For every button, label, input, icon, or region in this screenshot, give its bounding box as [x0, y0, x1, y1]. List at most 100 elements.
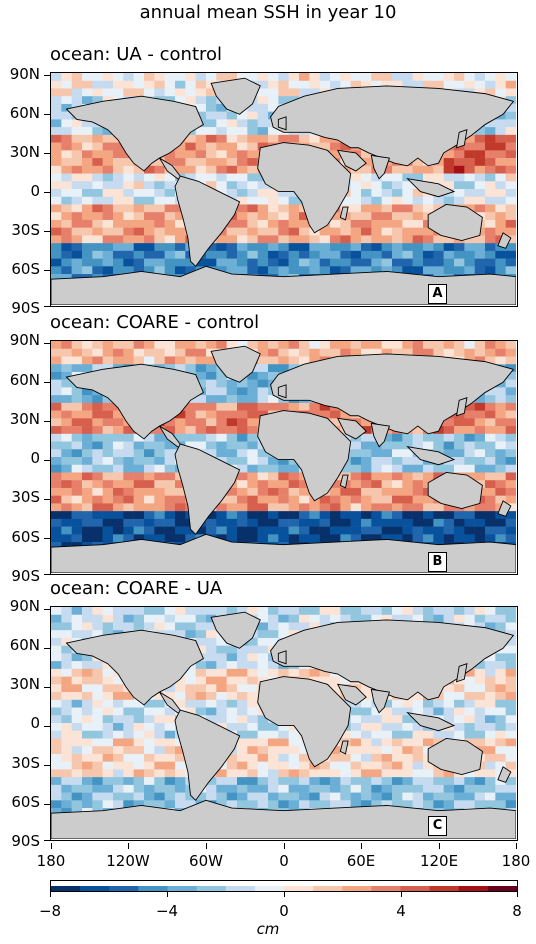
y-tick-label: 60N [9, 636, 40, 654]
landmass [428, 738, 482, 774]
landmass [338, 150, 366, 171]
landmass [258, 143, 351, 233]
landmass [457, 398, 467, 416]
landmass [408, 713, 455, 731]
y-tick-label: 30N [9, 675, 40, 693]
landmass [498, 767, 511, 782]
colorbar-swatch [458, 886, 489, 891]
landmass [340, 207, 348, 220]
colorbar-swatch [284, 886, 314, 891]
landmass [175, 710, 240, 800]
colorbar-swatch [429, 886, 460, 891]
land-mask [51, 78, 516, 305]
y-tick-label: 90S [11, 567, 40, 585]
x-tick-label: 0 [279, 852, 289, 870]
colorbar-tick-label: −4 [155, 902, 179, 920]
colorbar-swatch [138, 886, 169, 891]
y-tick-label: 60S [11, 260, 40, 278]
y-tick-label: 60N [9, 104, 40, 122]
landmass [51, 266, 516, 305]
landmass [278, 117, 286, 130]
landmass [428, 472, 482, 508]
landmass [371, 155, 389, 178]
landmass [408, 447, 455, 465]
y-tick-label: 30S [11, 221, 40, 239]
landmass [211, 346, 260, 382]
figure-title: annual mean SSH in year 10 [139, 2, 397, 23]
y-tick-label: 90S [11, 832, 40, 850]
y-tick-label: 90S [11, 299, 40, 317]
x-tick-label: 120W [106, 852, 150, 870]
x-tick-label: 60W [189, 852, 223, 870]
landmass [498, 501, 511, 516]
landmass [338, 418, 366, 439]
y-tick-label: 90N [9, 331, 40, 349]
colorbar-swatch [167, 886, 198, 891]
x-tick-label: 180 [36, 852, 66, 870]
colorbar-tick-label: 8 [512, 902, 522, 920]
landmass [258, 411, 351, 501]
colorbar-swatch [80, 886, 110, 891]
x-tick-label: 120E [419, 852, 459, 870]
y-tick-label: 60S [11, 528, 40, 546]
panel-c-title: ocean: COARE - UA [50, 578, 223, 599]
colorbar-swatch [254, 886, 285, 891]
y-tick-label: 0 [30, 182, 40, 200]
landmass [428, 204, 482, 240]
y-tick-label: 90N [9, 597, 40, 615]
panel-b-label: B [428, 552, 447, 572]
colorbar-tick-label: 4 [396, 902, 406, 920]
map-panel-c [50, 606, 518, 841]
panel-a-label: A [428, 284, 447, 304]
land-mask [51, 612, 516, 839]
colorbar-swatch [225, 886, 256, 891]
y-tick-label: 0 [30, 714, 40, 732]
colorbar-swatch [109, 886, 139, 891]
landmass [211, 78, 260, 114]
landmass [338, 684, 366, 705]
landmass [271, 354, 514, 434]
colorbar-swatch [371, 886, 402, 891]
colorbar-tick-label: −8 [38, 902, 62, 920]
landmass [175, 444, 240, 534]
colorbar [50, 880, 518, 892]
landmass [408, 179, 455, 197]
colorbar-swatch [342, 886, 372, 891]
colorbar-unit: cm [256, 920, 280, 938]
ssh-map-a [51, 73, 516, 305]
landmass [175, 176, 240, 266]
y-tick-label: 30S [11, 754, 40, 772]
x-tick-label: 180 [501, 852, 531, 870]
y-tick-label: 90N [9, 65, 40, 83]
y-tick-label: 60S [11, 793, 40, 811]
landmass [498, 233, 511, 248]
panel-c-label: C [428, 816, 447, 836]
landmass [457, 130, 467, 148]
landmass [371, 423, 389, 446]
map-panel-a [50, 72, 518, 307]
landmass [278, 385, 286, 398]
colorbar-swatch [196, 886, 227, 891]
landmass [51, 800, 516, 839]
colorbar-swatch [51, 886, 81, 891]
landmass [271, 86, 514, 166]
colorbar-tick-label: 0 [279, 902, 289, 920]
ssh-map-c [51, 607, 516, 839]
landmass [340, 741, 348, 754]
landmass [457, 664, 467, 682]
y-tick-label: 30S [11, 488, 40, 506]
land-mask [51, 346, 516, 573]
y-tick-label: 30N [9, 410, 40, 428]
landmass [211, 612, 260, 648]
landmass [258, 677, 351, 767]
landmass [371, 689, 389, 712]
landmass [51, 534, 516, 573]
colorbar-swatch [400, 886, 431, 891]
colorbar-swatch [487, 886, 517, 891]
ssh-map-b [51, 341, 516, 573]
y-tick-label: 60N [9, 371, 40, 389]
y-tick-label: 30N [9, 143, 40, 161]
panel-b-title: ocean: COARE - control [50, 312, 260, 333]
landmass [271, 620, 514, 700]
map-panel-b [50, 340, 518, 575]
